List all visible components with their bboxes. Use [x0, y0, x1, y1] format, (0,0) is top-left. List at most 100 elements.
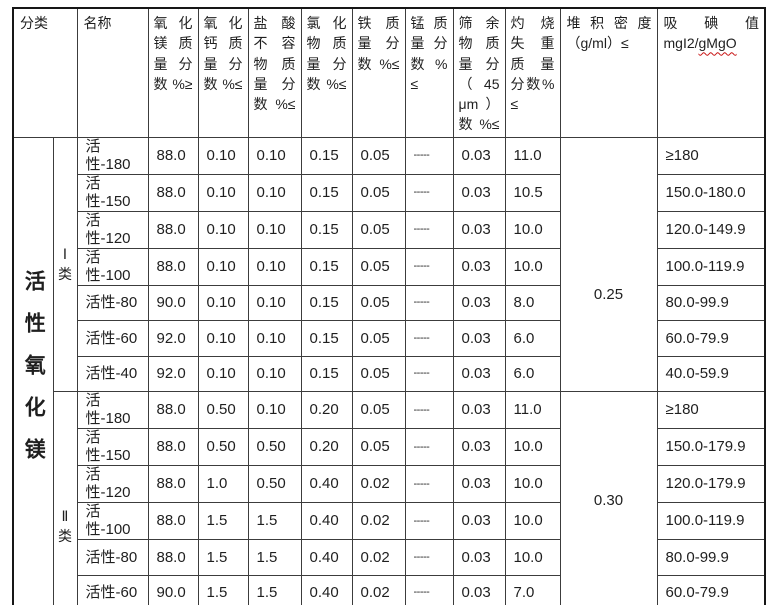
cell-iron: 0.05 — [351, 210, 406, 249]
cell-mgo: 90.0 — [147, 284, 199, 322]
cell-manganese: ----- — [404, 539, 454, 576]
cell-iodine: 40.0-59.9 — [656, 355, 766, 393]
cell-loi: 10.0 — [504, 465, 561, 504]
cell-iron: 0.02 — [351, 574, 406, 605]
cell-iodine: 150.0-179.9 — [656, 428, 766, 467]
cell-chloride: 0.40 — [300, 465, 353, 504]
cell-manganese: ----- — [404, 136, 454, 175]
header-hcl-insoluble: 盐 酸 不 容 物 质 量 分 数%≤ — [247, 7, 302, 138]
cell-iron: 0.05 — [351, 428, 406, 467]
cell-iron: 0.05 — [351, 247, 406, 286]
category-cell: 活性氧化镁 — [12, 136, 54, 605]
cell-loi: 7.0 — [504, 574, 561, 605]
spec-table: 分类 名称 氧 化 镁 质 量 分 数%≥ 氧 化 钙 质 量 分 数%≤ 盐 … — [12, 7, 766, 605]
table-row: 活性-150 88.0 0.50 0.50 0.20 0.05 ----- 0.… — [13, 428, 766, 467]
cell-hcl: 0.10 — [247, 320, 302, 357]
header-row: 分类 名称 氧 化 镁 质 量 分 数%≥ 氧 化 钙 质 量 分 数%≤ 盐 … — [12, 7, 766, 138]
cell-iron: 0.05 — [351, 320, 406, 357]
cell-name: 活性-150 — [76, 428, 149, 467]
cell-cao: 1.0 — [197, 465, 249, 504]
cell-iodine: ≥180 — [656, 391, 766, 430]
cell-mgo: 92.0 — [147, 355, 199, 393]
cell-manganese: ----- — [404, 210, 454, 249]
cell-iodine: 60.0-79.9 — [656, 574, 766, 605]
cell-loi: 8.0 — [504, 284, 561, 322]
cell-sieve: 0.03 — [452, 320, 506, 357]
cell-mgo: 88.0 — [147, 173, 199, 212]
cell-loi: 10.0 — [504, 428, 561, 467]
cell-iodine: 100.0-119.9 — [656, 247, 766, 286]
header-name: 名称 — [76, 7, 149, 138]
bulk-density-1-cell: 0.25 — [559, 136, 658, 393]
cell-hcl: 0.10 — [247, 173, 302, 212]
cell-loi: 11.0 — [504, 391, 561, 430]
cell-loi: 6.0 — [504, 355, 561, 393]
cell-sieve: 0.03 — [452, 539, 506, 576]
cell-iron: 0.02 — [351, 539, 406, 576]
table-row: Ⅱ 类 活性-180 88.0 0.50 0.10 0.20 0.05 ----… — [13, 391, 766, 605]
cell-hcl: 0.10 — [247, 355, 302, 393]
class-1-cell: Ⅰ 类 — [52, 136, 78, 393]
cell-manganese: ----- — [404, 465, 454, 504]
cell-manganese: ----- — [404, 284, 454, 322]
cell-hcl: 0.50 — [247, 428, 302, 467]
table-row: 活性-80 90.0 0.10 0.10 0.15 0.05 ----- 0.0… — [13, 284, 766, 322]
table-row: 活性氧化镁 Ⅰ 类 活性-180 88.0 0.10 0.10 0.15 0.0… — [12, 136, 766, 605]
bulk-density-title: 堆积密度 — [566, 15, 652, 31]
table-row: 活性-60 90.0 1.5 1.5 0.40 0.02 ----- 0.03 … — [13, 574, 766, 605]
cell-mgo: 88.0 — [147, 428, 199, 467]
cell-name: 活性-60 — [76, 320, 149, 357]
cell-loi: 10.0 — [504, 247, 561, 286]
cell-manganese: ----- — [404, 391, 454, 430]
cell-name: 活性-100 — [76, 502, 149, 541]
header-iron: 铁 质 量 分 数%≤ — [351, 7, 406, 138]
cell-sieve: 0.03 — [452, 574, 506, 605]
cell-hcl: 0.10 — [247, 136, 302, 175]
iodine-unit: mgI2/gMgO — [664, 35, 737, 51]
table-row: 活性-80 88.0 1.5 1.5 0.40 0.02 ----- 0.03 … — [13, 539, 766, 576]
cell-hcl: 0.50 — [247, 465, 302, 504]
cell-mgo: 88.0 — [147, 136, 199, 175]
header-cao: 氧 化 钙 质 量 分 数%≤ — [197, 7, 249, 138]
cell-iodine: 120.0-179.9 — [656, 465, 766, 504]
bulk-density-unit: （g/ml）≤ — [566, 35, 629, 52]
cell-iodine: ≥180 — [656, 136, 766, 175]
cell-iron: 0.05 — [351, 284, 406, 322]
cell-hcl: 0.10 — [247, 247, 302, 286]
cell-chloride: 0.20 — [300, 391, 353, 430]
cell-manganese: ----- — [404, 320, 454, 357]
cell-name: 活性-60 — [76, 574, 149, 605]
cell-name: 活性-100 — [76, 247, 149, 286]
cell-iron: 0.02 — [351, 465, 406, 504]
cell-hcl: 1.5 — [247, 574, 302, 605]
cell-chloride: 0.15 — [300, 320, 353, 357]
cell-iron: 0.05 — [351, 391, 406, 430]
cell-sieve: 0.03 — [452, 173, 506, 212]
cell-hcl: 1.5 — [247, 539, 302, 576]
cell-sieve: 0.03 — [452, 284, 506, 322]
cell-manganese: ----- — [404, 574, 454, 605]
cell-mgo: 88.0 — [147, 502, 199, 541]
cell-manganese: ----- — [404, 428, 454, 467]
cell-loi: 10.0 — [504, 539, 561, 576]
cell-cao: 0.10 — [197, 136, 249, 175]
cell-iron: 0.05 — [351, 173, 406, 212]
cell-cao: 0.10 — [197, 320, 249, 357]
cell-chloride: 0.40 — [300, 502, 353, 541]
cell-sieve: 0.03 — [452, 136, 506, 175]
iodine-title: 吸碘值 — [663, 15, 760, 31]
cell-sieve: 0.03 — [452, 428, 506, 467]
cell-iron: 0.05 — [351, 136, 406, 175]
cell-iodine: 80.0-99.9 — [656, 539, 766, 576]
cell-chloride: 0.15 — [300, 136, 353, 175]
header-iodine-value: 吸碘值 mgI2/gMgO — [656, 7, 766, 138]
cell-chloride: 0.15 — [300, 173, 353, 212]
cell-name: 活性-40 — [76, 355, 149, 393]
cell-name: 活性-150 — [76, 173, 149, 212]
cell-mgo: 92.0 — [147, 320, 199, 357]
cell-iodine: 150.0-180.0 — [656, 173, 766, 212]
cell-name: 活性-80 — [76, 284, 149, 322]
table-row: 活性-100 88.0 1.5 1.5 0.40 0.02 ----- 0.03… — [13, 502, 766, 541]
cell-loi: 10.5 — [504, 173, 561, 212]
